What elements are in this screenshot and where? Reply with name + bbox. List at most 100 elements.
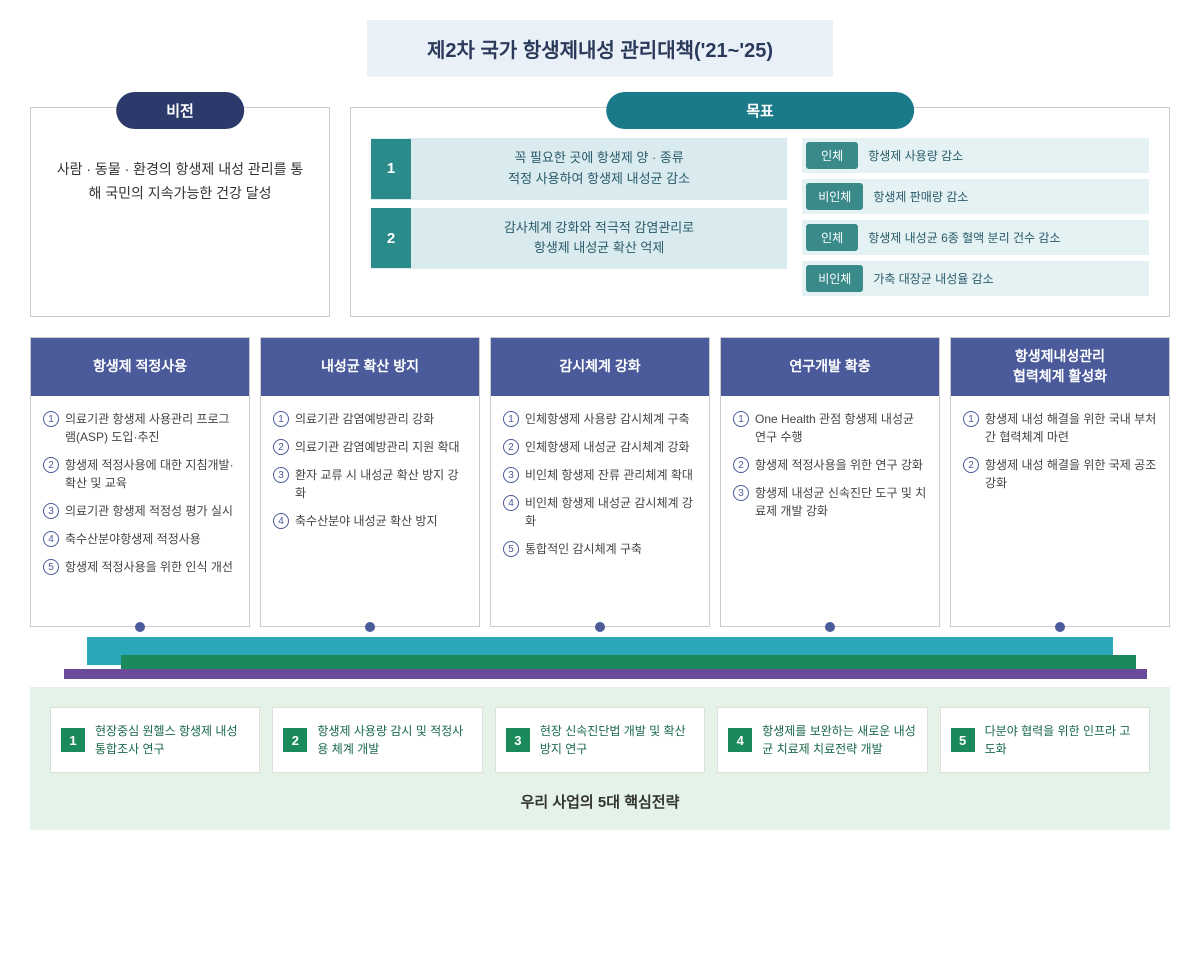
goal-tag: 인체	[806, 142, 858, 169]
pillar-item: 1 항생제 내성 해결을 위한 국내 부처간 협력체계 마련	[963, 410, 1157, 446]
pillar-item-text: 비인체 항생제 내성균 감시체계 강화	[525, 494, 697, 530]
pillar-header: 연구개발 확충	[721, 338, 939, 396]
pillar-item: 1 의료기관 항생제 사용관리 프로그램(ASP) 도입·추진	[43, 410, 237, 446]
goal-text: 감사체계 강화와 적극적 감염관리로항생제 내성균 확산 억제	[411, 208, 787, 270]
circle-num: 4	[43, 531, 59, 547]
goal-tag-row: 인체 항생제 사용량 감소	[802, 138, 1149, 173]
strategy-num: 4	[728, 728, 752, 752]
strategies-row: 1 현장중심 원헬스 항생제 내성 통합조사 연구 2 항생제 사용량 감시 및…	[50, 707, 1150, 773]
strategy-num: 5	[951, 728, 975, 752]
goal-tag-text: 가축 대장균 내성율 감소	[873, 270, 993, 287]
strategy-num: 3	[506, 728, 530, 752]
goal-tag-row: 인체 항생제 내성균 6종 혈액 분리 건수 감소	[802, 220, 1149, 255]
goal-tag: 인체	[806, 224, 858, 251]
goal-item: 2 감사체계 강화와 적극적 감염관리로항생제 내성균 확산 억제	[371, 208, 787, 270]
goal-tag-text: 항생제 내성균 6종 혈액 분리 건수 감소	[868, 229, 1060, 246]
strategy-text: 항생제 사용량 감시 및 적정사용 체계 개발	[317, 722, 471, 758]
pillar: 항생제내성관리협력체계 활성화 1 항생제 내성 해결을 위한 국내 부처간 협…	[950, 337, 1170, 627]
pillar-header: 내성균 확산 방지	[261, 338, 479, 396]
strategy-text: 항생제를 보완하는 새로운 내성균 치료제 치료전략 개발	[762, 722, 916, 758]
pillar-item: 2 인체항생제 내성균 감시체계 강화	[503, 438, 697, 456]
pillar-item: 1 인체항생제 사용량 감시체계 구축	[503, 410, 697, 428]
pillar-item: 1 의료기관 감염예방관리 강화	[273, 410, 467, 428]
goal-tag: 비인체	[806, 265, 863, 292]
pillar-item: 3 환자 교류 시 내성균 확산 방지 강화	[273, 466, 467, 502]
pillar-item: 5 통합적인 감시체계 구축	[503, 540, 697, 558]
circle-num: 2	[43, 457, 59, 473]
circle-num: 2	[733, 457, 749, 473]
pillar-item-text: One Health 관점 항생제 내성균 연구 수행	[755, 410, 927, 446]
goal-tag-row: 비인체 가축 대장균 내성율 감소	[802, 261, 1149, 296]
strategies-section: 1 현장중심 원헬스 항생제 내성 통합조사 연구 2 항생제 사용량 감시 및…	[30, 687, 1170, 830]
circle-num: 1	[503, 411, 519, 427]
top-row: 비전 사람 · 동물 · 환경의 항생제 내성 관리를 통해 국민의 지속가능한…	[30, 107, 1170, 317]
pillar-item-text: 의료기관 항생제 사용관리 프로그램(ASP) 도입·추진	[65, 410, 237, 446]
strategy: 4 항생제를 보완하는 새로운 내성균 치료제 치료전략 개발	[717, 707, 927, 773]
pillar: 항생제 적정사용 1 의료기관 항생제 사용관리 프로그램(ASP) 도입·추진…	[30, 337, 250, 627]
pillar-header: 감시체계 강화	[491, 338, 709, 396]
pillar-item: 3 비인체 항생제 잔류 관리체계 확대	[503, 466, 697, 484]
circle-num: 3	[733, 485, 749, 501]
pillar-item: 4 축수산분야 내성균 확산 방지	[273, 512, 467, 530]
pillar-item-text: 항생제 적정사용을 위한 연구 강화	[755, 456, 923, 474]
pillar-item-text: 인체항생제 사용량 감시체계 구축	[525, 410, 690, 428]
goal-num: 2	[371, 208, 411, 268]
pillar-item-text: 항생제 적정사용에 대한 지침개발·확산 및 교육	[65, 456, 237, 492]
pillar-item-text: 통합적인 감시체계 구축	[525, 540, 642, 558]
pillar-item: 2 항생제 내성 해결을 위한 국제 공조 강화	[963, 456, 1157, 492]
pillar-item: 5 항생제 적정사용을 위한 인식 개선	[43, 558, 237, 576]
pillar: 연구개발 확충 1 One Health 관점 항생제 내성균 연구 수행 2 …	[720, 337, 940, 627]
pillar-items: 1 인체항생제 사용량 감시체계 구축 2 인체항생제 내성균 감시체계 강화 …	[491, 396, 709, 626]
goals-left: 1 꼭 필요한 곳에 항생제 양 · 종류적정 사용하여 항생제 내성균 감소 …	[371, 138, 787, 296]
main-title: 제2차 국가 항생제내성 관리대책('21~'25)	[367, 20, 833, 77]
pillar-header: 항생제 적정사용	[31, 338, 249, 396]
pillar-item-text: 축수산분야항생제 적정사용	[65, 530, 201, 548]
vision-box: 비전 사람 · 동물 · 환경의 항생제 내성 관리를 통해 국민의 지속가능한…	[30, 107, 330, 317]
strategy: 1 현장중심 원헬스 항생제 내성 통합조사 연구	[50, 707, 260, 773]
pillar-item-text: 항생제 내성균 신속진단 도구 및 치료제 개발 강화	[755, 484, 927, 520]
pillar: 내성균 확산 방지 1 의료기관 감염예방관리 강화 2 의료기관 감염예방관리…	[260, 337, 480, 627]
pillar-item-text: 환자 교류 시 내성균 확산 방지 강화	[295, 466, 467, 502]
strategy: 2 항생제 사용량 감시 및 적정사용 체계 개발	[272, 707, 482, 773]
pillar-item-text: 축수산분야 내성균 확산 방지	[295, 512, 437, 530]
pillar: 감시체계 강화 1 인체항생제 사용량 감시체계 구축 2 인체항생제 내성균 …	[490, 337, 710, 627]
pillar-item-text: 의료기관 감염예방관리 강화	[295, 410, 434, 428]
pillar-item: 2 항생제 적정사용에 대한 지침개발·확산 및 교육	[43, 456, 237, 492]
pillar-item: 3 의료기관 항생제 적정성 평가 실시	[43, 502, 237, 520]
pillar-item: 4 비인체 항생제 내성균 감시체계 강화	[503, 494, 697, 530]
goal-tag: 비인체	[806, 183, 863, 210]
goal-tag-row: 비인체 항생제 판매량 감소	[802, 179, 1149, 214]
pillar-item: 4 축수산분야항생제 적정사용	[43, 530, 237, 548]
circle-num: 4	[503, 495, 519, 511]
pillar-items: 1 One Health 관점 항생제 내성균 연구 수행 2 항생제 적정사용…	[721, 396, 939, 626]
goals-right: 인체 항생제 사용량 감소 비인체 항생제 판매량 감소 인체 항생제 내성균 …	[802, 138, 1149, 296]
pillar-item-text: 항생제 내성 해결을 위한 국내 부처간 협력체계 마련	[985, 410, 1157, 446]
strategy-num: 2	[283, 728, 307, 752]
pillar-header: 항생제내성관리협력체계 활성화	[951, 338, 1169, 396]
band-purple	[64, 669, 1147, 679]
pillar-item: 3 항생제 내성균 신속진단 도구 및 치료제 개발 강화	[733, 484, 927, 520]
goal-tag-text: 항생제 사용량 감소	[868, 147, 963, 164]
goal-tag-text: 항생제 판매량 감소	[873, 188, 968, 205]
circle-num: 1	[963, 411, 979, 427]
pillars-row: 항생제 적정사용 1 의료기관 항생제 사용관리 프로그램(ASP) 도입·추진…	[30, 337, 1170, 627]
strategy-num: 1	[61, 728, 85, 752]
vision-text: 사람 · 동물 · 환경의 항생제 내성 관리를 통해 국민의 지속가능한 건강…	[51, 158, 309, 206]
pillar-items: 1 의료기관 항생제 사용관리 프로그램(ASP) 도입·추진 2 항생제 적정…	[31, 396, 249, 626]
strategy: 5 다분야 협력을 위한 인프라 고도화	[940, 707, 1150, 773]
strategy-text: 현장중심 원헬스 항생제 내성 통합조사 연구	[95, 722, 249, 758]
pillar-item-text: 의료기관 항생제 적정성 평가 실시	[65, 502, 233, 520]
strategy-text: 현장 신속진단법 개발 및 확산방지 연구	[540, 722, 694, 758]
goals-content: 1 꼭 필요한 곳에 항생제 양 · 종류적정 사용하여 항생제 내성균 감소 …	[371, 138, 1149, 296]
strategies-title: 우리 사업의 5대 핵심전략	[50, 791, 1150, 812]
goals-box: 목표 1 꼭 필요한 곳에 항생제 양 · 종류적정 사용하여 항생제 내성균 …	[350, 107, 1170, 317]
goal-item: 1 꼭 필요한 곳에 항생제 양 · 종류적정 사용하여 항생제 내성균 감소	[371, 138, 787, 200]
pillar-item-text: 비인체 항생제 잔류 관리체계 확대	[525, 466, 693, 484]
pillar-item-text: 의료기관 감염예방관리 지원 확대	[295, 438, 460, 456]
pillar-item: 2 의료기관 감염예방관리 지원 확대	[273, 438, 467, 456]
circle-num: 2	[273, 439, 289, 455]
pillar-item: 1 One Health 관점 항생제 내성균 연구 수행	[733, 410, 927, 446]
goal-num: 1	[371, 139, 411, 199]
goal-text: 꼭 필요한 곳에 항생제 양 · 종류적정 사용하여 항생제 내성균 감소	[411, 138, 787, 200]
circle-num: 3	[273, 467, 289, 483]
